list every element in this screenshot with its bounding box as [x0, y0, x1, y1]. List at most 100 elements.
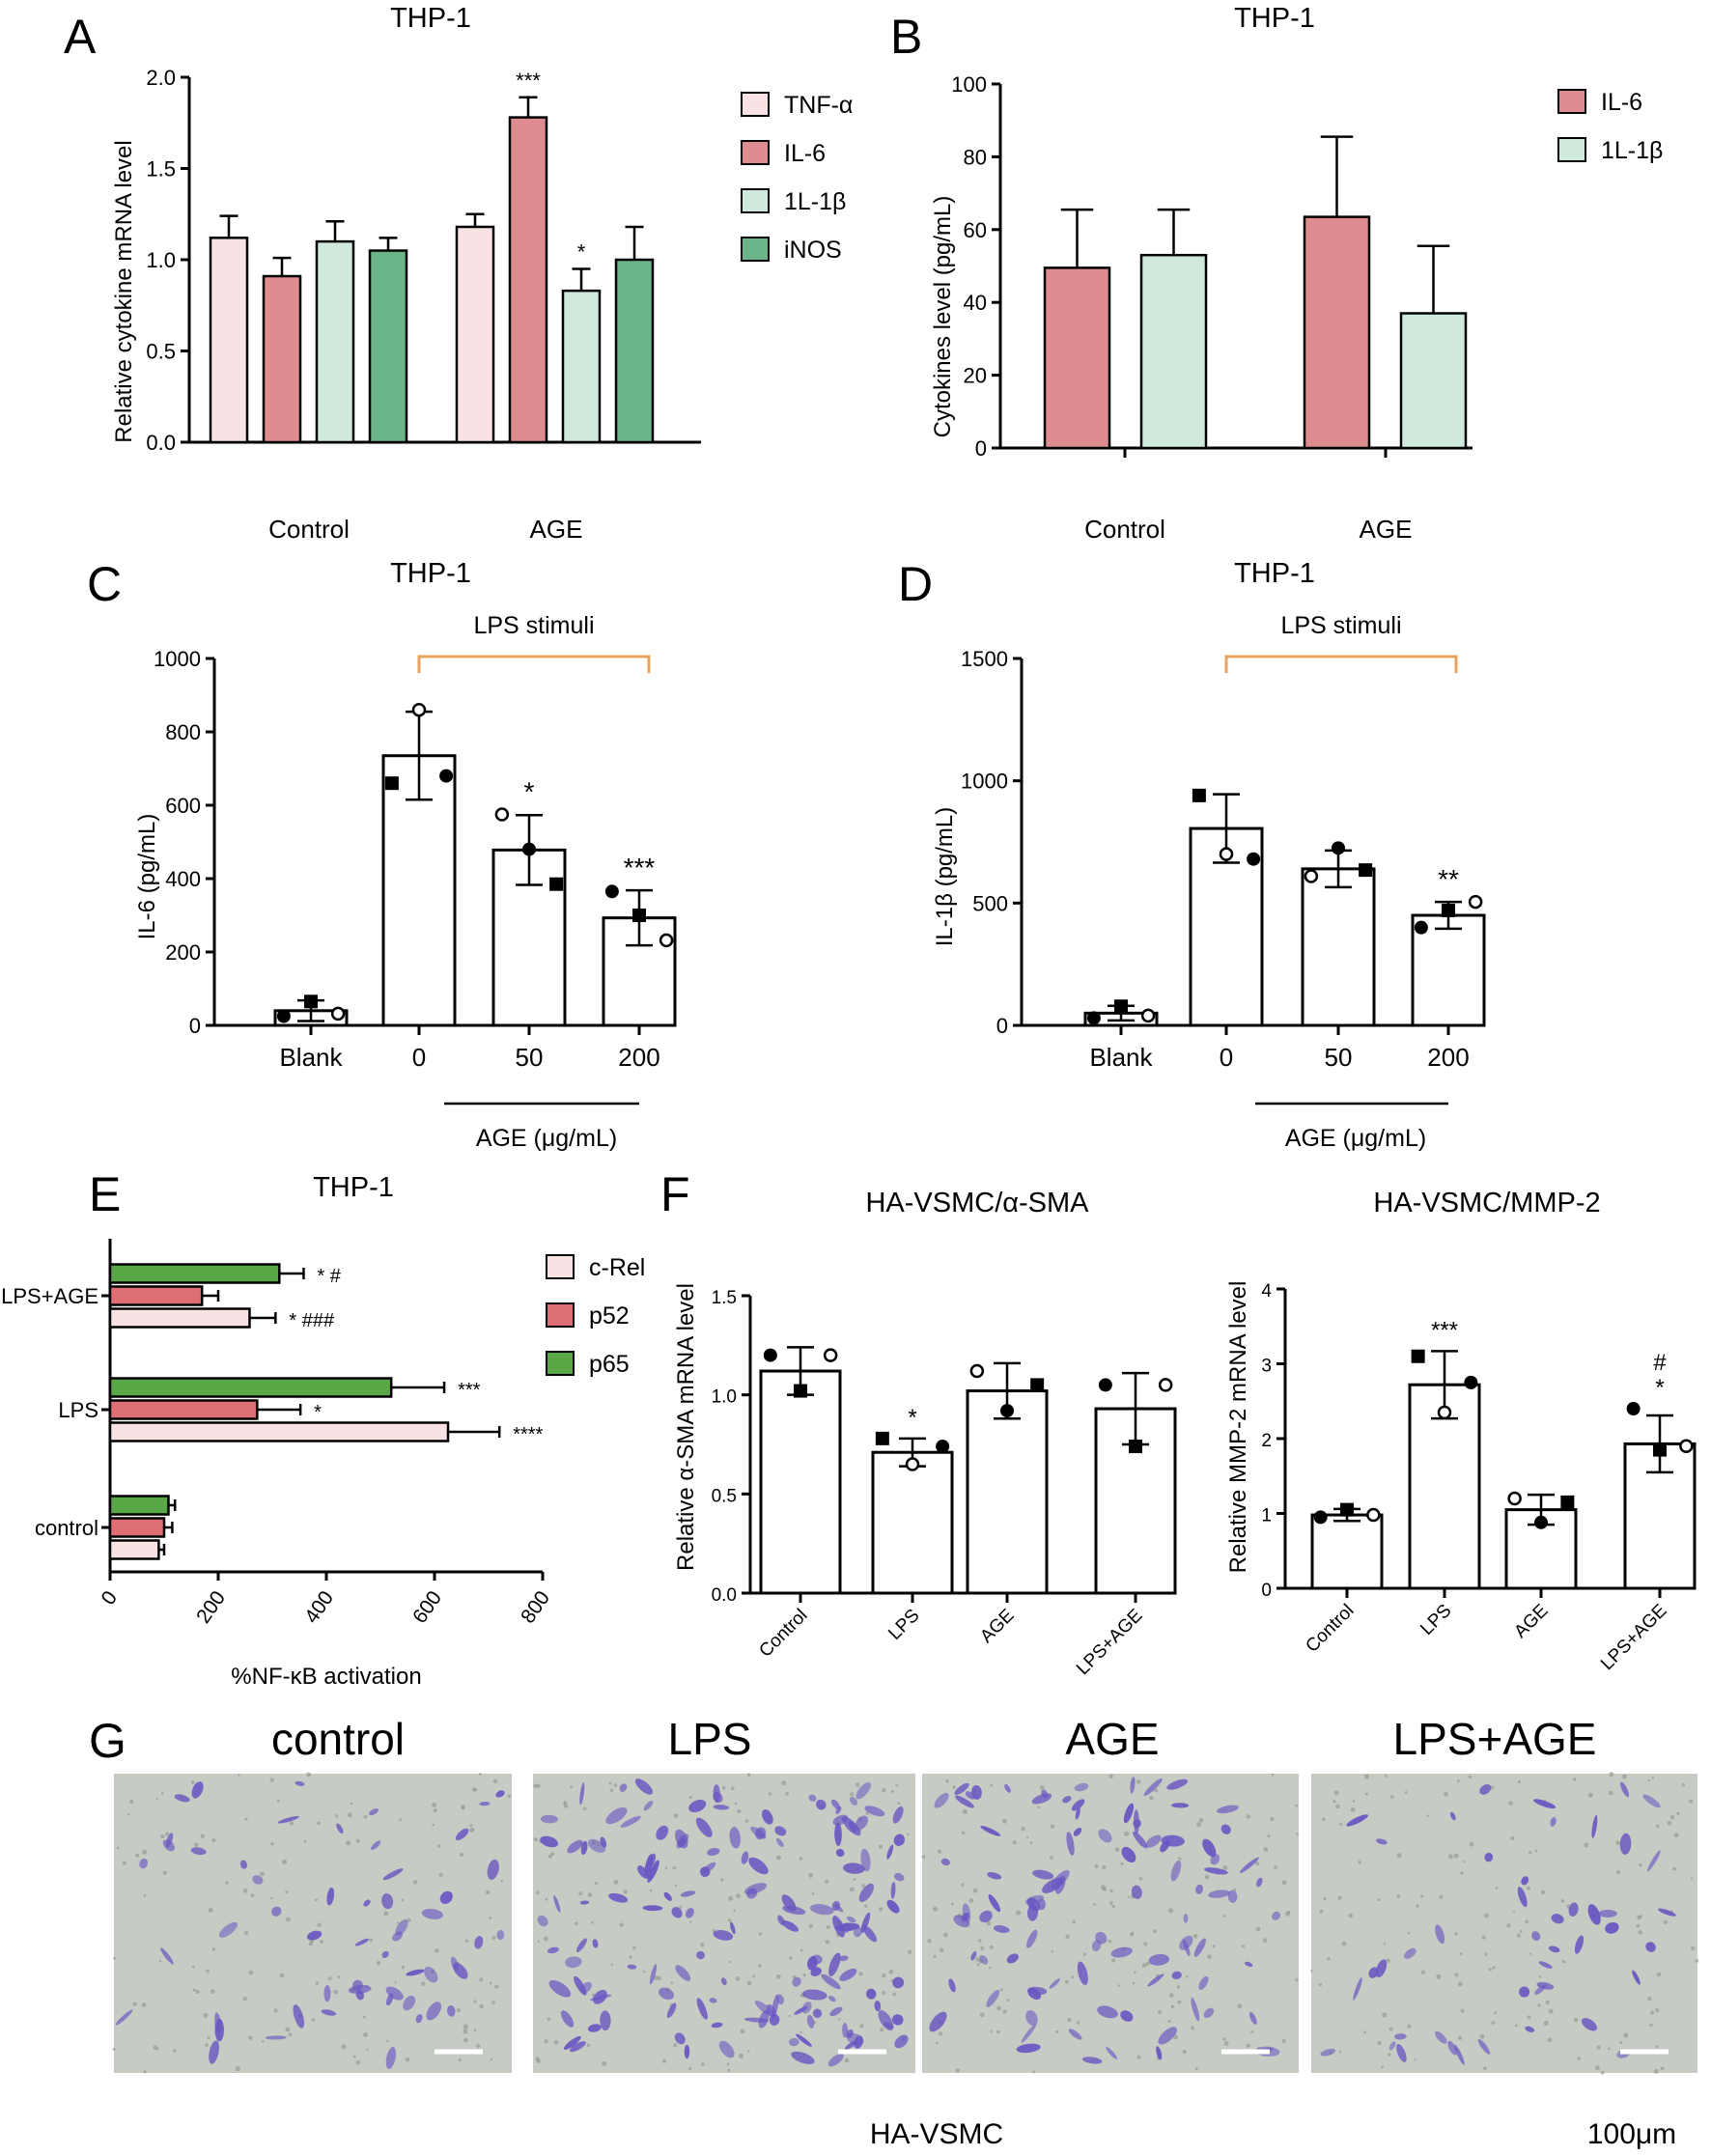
- micrograph-stained-cell: [306, 1930, 323, 1941]
- panel-f1-data-point: [1000, 1404, 1014, 1418]
- micrograph-pore: [1407, 2024, 1412, 2029]
- micrograph-pore: [1363, 2030, 1367, 2034]
- micrograph-pore: [1663, 1919, 1669, 1925]
- micrograph-stained-cell: [890, 1881, 896, 1899]
- micrograph-stained-cell: [821, 1974, 841, 1990]
- micrograph-stained-cell: [1051, 1869, 1070, 1890]
- micrograph-stained-cell: [849, 1797, 857, 1806]
- micrograph-stained-cell: [1183, 1914, 1189, 1923]
- panel-f2-data-point: [1366, 1507, 1381, 1523]
- panel-a-sig-label: *: [577, 239, 586, 264]
- micrograph-pore: [1651, 1776, 1655, 1779]
- micrograph-pore: [844, 2058, 850, 2063]
- micrograph-pore: [1695, 1958, 1699, 1963]
- micrograph-pore: [401, 1898, 405, 1902]
- micrograph-pore: [327, 1976, 332, 1981]
- micrograph-stained-cell: [1025, 2010, 1038, 2026]
- panel-d-data-point: [1219, 847, 1234, 861]
- panel-a-y-tick-label: 1.0: [146, 248, 176, 272]
- micrograph-stained-cell: [1531, 1931, 1541, 1942]
- micrograph-stained-cell: [979, 1955, 989, 1965]
- micrograph-pore: [1233, 1888, 1237, 1891]
- micrograph-pore: [1102, 1887, 1108, 1891]
- micrograph-stained-cell: [336, 1823, 344, 1834]
- panel-letter-b: B: [890, 10, 922, 64]
- micrograph-stained-cell: [988, 1894, 1001, 1913]
- micrograph-pore: [1255, 1926, 1261, 1932]
- micrograph-pore: [1407, 1931, 1411, 1935]
- micrograph-stained-cell: [987, 1872, 1002, 1880]
- panel-f2-data-point: [1437, 1405, 1452, 1420]
- micrograph-stained-cell: [791, 2051, 815, 2064]
- micrograph-stained-cell: [812, 2008, 823, 2018]
- micrograph-stained-cell: [729, 1827, 741, 1849]
- micrograph-pore: [897, 1801, 901, 1806]
- micrograph-pore: [1389, 1795, 1394, 1799]
- panel-c-x-tick-label: 200: [618, 1043, 659, 1072]
- micrograph-stained-cell: [781, 1894, 797, 1912]
- micrograph-pore: [850, 1792, 855, 1797]
- micrograph-stained-cell: [865, 1988, 877, 2000]
- micrograph-pore: [394, 1981, 397, 1984]
- micrograph-stained-cell: [843, 1862, 865, 1874]
- micrograph-stained-cell: [1195, 1884, 1204, 1894]
- micrograph-pore: [1488, 1968, 1492, 1972]
- panel-e-bar: [108, 1377, 393, 1398]
- micrograph-pore: [473, 2000, 477, 2003]
- panel-c-data-point: [494, 807, 510, 822]
- micrograph-pore: [1594, 2065, 1600, 2071]
- panel-f2-data-point: [1411, 1349, 1425, 1363]
- micrograph-stained-cell: [1256, 1877, 1263, 1888]
- micrograph-pore: [952, 1785, 956, 1789]
- micrograph-stained-cell: [496, 1929, 505, 1941]
- micrograph-pore: [1469, 1841, 1474, 1847]
- panel-a-x-tick-label: Control: [268, 515, 350, 544]
- panel-c-age-label: AGE (μg/mL): [476, 1125, 617, 1152]
- micrograph-pore: [1309, 1969, 1313, 1973]
- micrograph-pore: [1600, 2070, 1605, 2075]
- micrograph-stained-cell: [293, 2004, 305, 2029]
- micrograph-pore: [193, 1842, 199, 1848]
- micrograph-pore: [489, 1916, 492, 1919]
- micrograph-pore: [1323, 1896, 1327, 1901]
- micrograph-pore: [543, 1936, 548, 1942]
- micrograph-pore: [1547, 2037, 1553, 2043]
- micrograph-pore: [113, 1956, 117, 1960]
- micrograph-pore: [999, 1988, 1003, 1992]
- micrograph-stained-cell: [1574, 1935, 1585, 1954]
- panel-d-data-point: [1332, 841, 1345, 855]
- panel-d-ylabel: IL-1β (pg/mL): [932, 807, 958, 947]
- micrograph-pore: [334, 1814, 339, 1818]
- micrograph-stained-cell: [839, 1968, 857, 1981]
- micrograph-stained-cell: [1517, 1887, 1528, 1908]
- micrograph-stained-cell: [656, 1825, 669, 1840]
- panel-f2-data-point: [1679, 1439, 1694, 1453]
- micrograph-pore: [1108, 1774, 1113, 1779]
- panel-c-x-tick-label: 0: [412, 1043, 426, 1072]
- micrograph-stained-cell: [1026, 1929, 1038, 1948]
- micrograph-stained-cell: [834, 1822, 842, 1846]
- micrograph-pore: [881, 1787, 886, 1793]
- micrograph-pore: [158, 1960, 162, 1963]
- micrograph-stained-cell: [649, 1964, 658, 1985]
- micrograph-pore: [117, 1846, 120, 1850]
- micrograph-stained-cell: [1160, 1839, 1170, 1853]
- micrograph-pore: [1492, 1966, 1496, 1970]
- panel-f1-x-tick-label: Control: [755, 1606, 811, 1662]
- micrograph-pore: [153, 2045, 158, 2051]
- micrograph-pore: [476, 2043, 481, 2049]
- micrograph-stained-cell: [1220, 1824, 1231, 1834]
- panel-e-bar: [108, 1517, 166, 1538]
- micrograph-pore: [1177, 2000, 1182, 2004]
- micrograph-pore: [553, 2039, 559, 2045]
- legend-label-b-il6: IL-6: [1601, 89, 1642, 116]
- panel-a-y-tick-label: 1.5: [146, 157, 176, 182]
- micrograph-pore: [1064, 1979, 1069, 1984]
- micrograph-pore: [1514, 2024, 1518, 2028]
- micrograph-stained-cell: [567, 1839, 583, 1854]
- micrograph-pore: [1178, 1857, 1182, 1861]
- panel-f2-data-point: [1560, 1495, 1575, 1509]
- micrograph-pore: [1274, 1865, 1278, 1869]
- micrograph-pore: [1194, 2067, 1198, 2071]
- panel-f1-title: HA-VSMC/α-SMA: [865, 1188, 1089, 1218]
